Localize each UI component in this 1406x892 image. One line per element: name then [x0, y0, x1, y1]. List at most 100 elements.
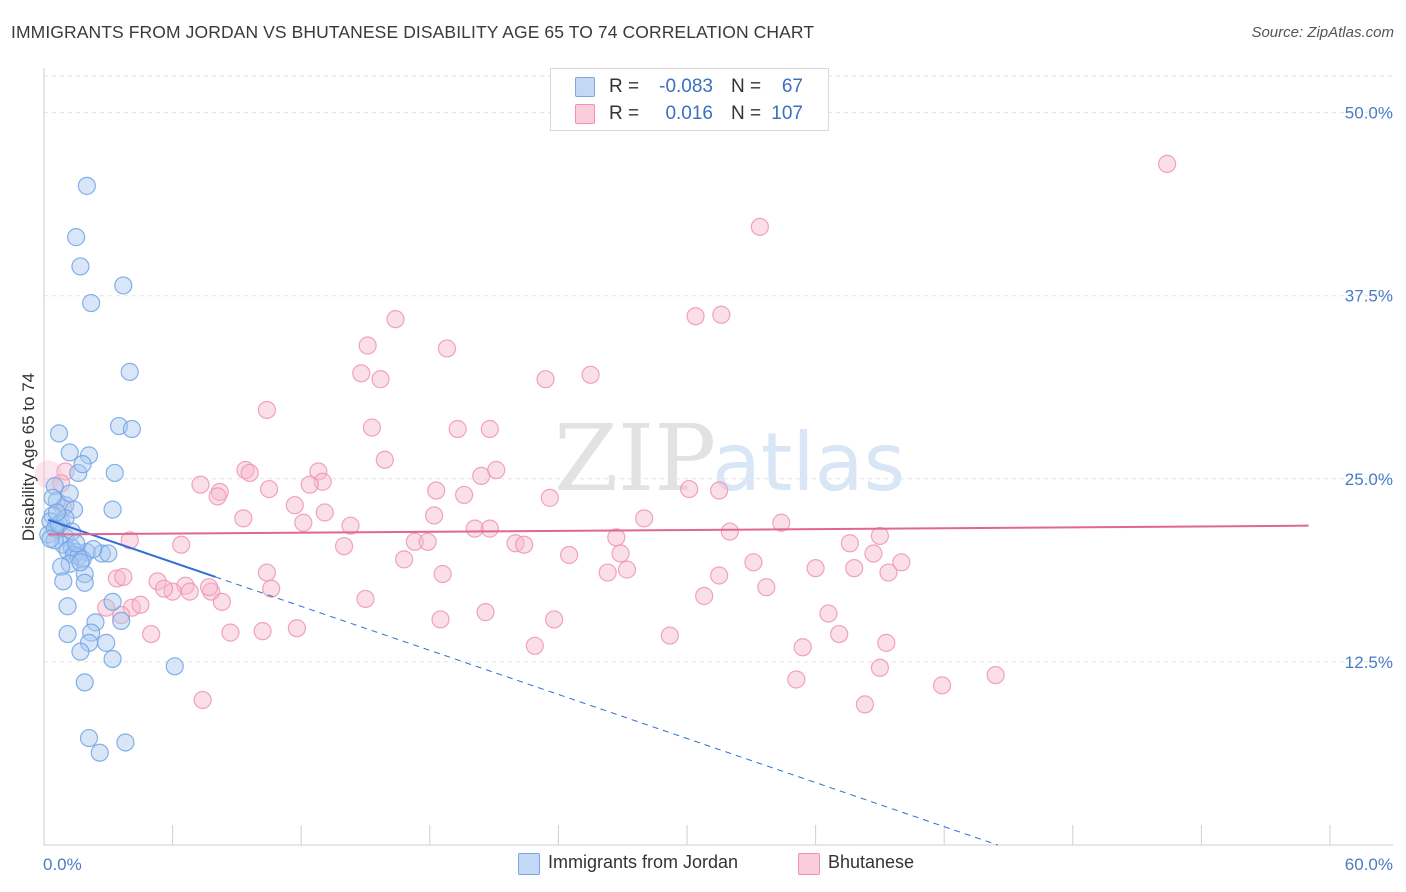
data-point — [686, 307, 705, 326]
data-point — [142, 624, 161, 644]
data-point — [787, 670, 806, 689]
data-point — [112, 611, 131, 630]
data-point — [79, 728, 99, 748]
data-point — [257, 563, 277, 582]
data-point — [172, 535, 191, 554]
data-point — [525, 636, 544, 655]
legend-label-bhutanese: Bhutanese — [828, 852, 915, 872]
data-point — [418, 532, 437, 551]
data-point — [424, 506, 444, 525]
data-point — [300, 475, 319, 494]
data-point — [806, 559, 825, 578]
data-point — [60, 443, 79, 462]
data-point — [69, 463, 88, 483]
data-point — [60, 484, 79, 503]
data-point — [253, 622, 272, 641]
data-point — [879, 563, 898, 582]
data-point — [234, 509, 253, 528]
data-point — [371, 370, 390, 389]
watermark-atlas: atlas — [712, 416, 905, 509]
data-point — [180, 582, 199, 601]
legend-n-label: N = — [731, 76, 762, 97]
data-point — [386, 310, 405, 329]
data-point — [97, 633, 116, 652]
data-point — [757, 578, 776, 597]
data-point — [34, 460, 63, 489]
data-point — [405, 532, 424, 551]
series-legend: Immigrants from Jordan Bhutanese — [0, 852, 1406, 878]
data-point — [49, 424, 69, 443]
data-point — [58, 624, 77, 644]
data-point — [212, 592, 231, 611]
data-point — [75, 573, 94, 592]
chart-title: IMMIGRANTS FROM JORDAN VS BHUTANESE DISA… — [11, 22, 815, 42]
data-point — [77, 176, 96, 195]
data-point — [191, 475, 210, 494]
data-point — [287, 619, 307, 638]
data-point — [581, 365, 600, 384]
series-bhutanese-points — [34, 154, 1177, 714]
data-point — [309, 462, 328, 481]
data-point — [465, 519, 484, 538]
data-point — [448, 419, 467, 439]
data-point — [433, 564, 452, 584]
data-point — [720, 522, 739, 541]
data-point — [116, 733, 135, 752]
data-point — [545, 610, 564, 629]
data-point — [986, 665, 1005, 685]
x-tick-max: 60.0% — [1345, 855, 1393, 874]
data-point — [870, 526, 890, 546]
data-point — [103, 500, 122, 519]
data-point — [793, 638, 812, 657]
data-point — [710, 566, 729, 585]
data-point — [71, 642, 90, 661]
data-point — [840, 534, 859, 553]
data-point — [427, 481, 446, 500]
data-point — [45, 477, 64, 496]
data-point — [86, 613, 105, 632]
data-point — [695, 586, 714, 606]
data-point — [193, 690, 212, 710]
legend-swatch-bhutanese — [575, 104, 595, 124]
data-point — [772, 513, 791, 532]
chart-source: Source: ZipAtlas.com — [1251, 24, 1394, 41]
legend-swatch-jordan — [575, 77, 595, 97]
data-point — [240, 463, 259, 483]
data-point — [680, 479, 699, 499]
trend-lines — [47, 518, 1309, 846]
data-point — [635, 509, 654, 528]
data-point — [712, 305, 731, 324]
data-point — [855, 695, 874, 714]
data-point — [892, 553, 911, 572]
data-point — [122, 419, 141, 439]
data-point — [73, 455, 92, 474]
data-point — [315, 503, 334, 522]
data-point — [358, 336, 377, 355]
y-tick-label: 50.0% — [1345, 104, 1393, 123]
data-point — [660, 626, 679, 645]
data-point — [1158, 154, 1177, 173]
data-point — [877, 633, 896, 652]
data-point — [536, 370, 555, 389]
data-point — [598, 563, 617, 582]
x-tick-min: 0.0% — [43, 855, 82, 874]
legend-swatch-bhutanese — [798, 853, 820, 875]
data-point — [107, 569, 126, 588]
data-point — [932, 676, 952, 695]
data-point — [120, 362, 139, 381]
data-point — [47, 503, 66, 522]
y-tick-label: 25.0% — [1345, 470, 1393, 489]
data-point — [71, 553, 90, 572]
data-point — [148, 572, 167, 591]
data-point — [480, 519, 499, 538]
data-point — [131, 595, 150, 614]
data-point — [165, 657, 184, 676]
data-point — [352, 364, 371, 383]
data-point — [112, 605, 131, 625]
data-point — [356, 589, 375, 609]
trend-line-jordan — [47, 518, 216, 578]
data-point — [105, 463, 124, 483]
legend-swatch-jordan — [518, 853, 540, 875]
data-point — [114, 567, 133, 587]
data-point — [487, 460, 506, 480]
